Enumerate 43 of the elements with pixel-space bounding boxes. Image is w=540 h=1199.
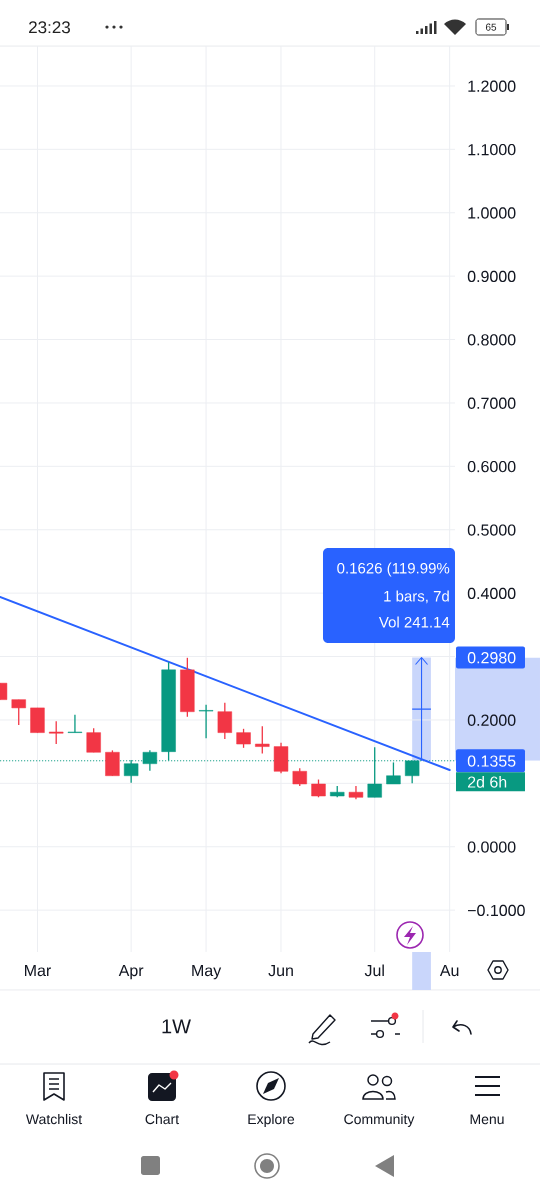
text: Explore	[248, 1113, 295, 1127]
x-tick-label: Apr	[118, 964, 144, 980]
y-tick-label: 0.4000	[467, 587, 516, 600]
y-tick-label: 0.9000	[467, 270, 516, 283]
y-tick-label: 0.7000	[467, 397, 516, 409]
text: 1W	[162, 1019, 191, 1034]
text: Menu	[470, 1114, 504, 1125]
candlestick	[86, 727, 101, 753]
annotation: Vol 241.14	[378, 616, 450, 628]
text: 65	[485, 23, 497, 31]
candlestick	[11, 699, 26, 726]
candlestick	[105, 749, 120, 777]
candlestick	[198, 704, 214, 739]
annotation: 1 bars, 7d	[384, 590, 449, 604]
x-tick-label: Jul	[364, 964, 384, 977]
candlestick	[49, 720, 64, 745]
y-tick-label: 0.0000	[467, 841, 516, 853]
candlestick	[236, 728, 251, 749]
y-tick-label: 0.6000	[467, 460, 516, 473]
x-tick-label: May	[192, 964, 222, 980]
annotation: 0.1626 (119.99%	[337, 562, 450, 577]
candlestick	[217, 702, 232, 740]
x-tick-label: Jun	[268, 964, 293, 977]
candlestick	[67, 714, 83, 734]
candlestick	[255, 725, 270, 755]
text: Community	[344, 1113, 415, 1127]
x-tick-label: Mar	[25, 964, 51, 977]
y-tick-label: 0.8000	[467, 334, 516, 346]
y-tick-label: 1.0000	[468, 207, 516, 219]
y-tick-label: −0.1000	[467, 904, 525, 917]
text: Watchlist	[25, 1113, 83, 1125]
y-tick-label: 0.5000	[467, 524, 516, 536]
text: 2d 6h	[468, 776, 507, 788]
x-tick-label: Au	[439, 964, 459, 977]
text: Chart	[145, 1113, 180, 1125]
y-tick-label: 1.2000	[468, 80, 516, 92]
candlestick	[386, 761, 401, 785]
candlestick	[367, 746, 382, 798]
y-tick-label: 0.2000	[467, 714, 516, 726]
text: 0.2980	[467, 652, 516, 664]
text: 23:23	[29, 21, 70, 34]
ref-line-label: 0.1355	[467, 755, 516, 767]
y-tick-label: 1.1000	[468, 143, 516, 156]
